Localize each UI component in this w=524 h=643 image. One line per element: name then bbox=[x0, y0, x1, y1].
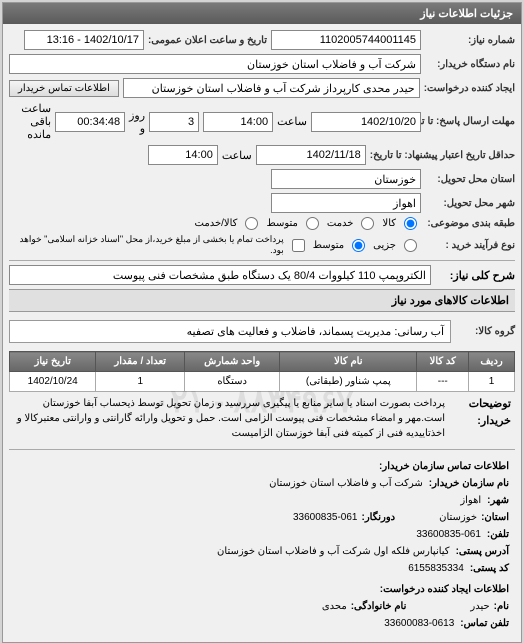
contact-section-title: اطلاعات تماس سازمان خریدار: bbox=[15, 458, 509, 475]
pt-medium-label: متوسط bbox=[313, 240, 344, 251]
contact-province-label: استان: bbox=[481, 509, 509, 526]
table-header: نام کالا bbox=[280, 352, 417, 372]
need-title-input[interactable] bbox=[9, 265, 431, 285]
remain-time-input[interactable] bbox=[55, 112, 125, 132]
divider bbox=[9, 260, 515, 261]
validity-date-input[interactable] bbox=[256, 145, 366, 165]
category-label: طبقه بندی موضوعی: bbox=[425, 218, 515, 229]
contact-fax-label: دورنگار: bbox=[362, 509, 396, 526]
validity-time-label: ساعت bbox=[222, 149, 252, 162]
contact-postal: 6155835334 bbox=[408, 560, 464, 577]
divider-2 bbox=[9, 449, 515, 450]
panel-title: جزئیات اطلاعات نیاز bbox=[3, 3, 521, 24]
pt-partial-label: جزیی bbox=[373, 240, 396, 251]
need-title-label: شرح کلی نیاز: bbox=[435, 269, 515, 282]
goods-table: ردیفکد کالانام کالاواحد شمارشتعداد / مقد… bbox=[9, 351, 515, 392]
contact-phone-label: تلفن: bbox=[487, 526, 509, 543]
validity-time-input[interactable] bbox=[148, 145, 218, 165]
cat-medium-radio[interactable] bbox=[306, 217, 319, 230]
table-cell: --- bbox=[417, 372, 469, 392]
cat-service-radio[interactable] bbox=[361, 217, 374, 230]
req-creator-title: اطلاعات ایجاد کننده درخواست: bbox=[15, 581, 509, 598]
remain-days-input[interactable] bbox=[149, 112, 199, 132]
contact-org-label: نام سازمان خریدار: bbox=[429, 475, 509, 492]
creator-lname: محدی bbox=[322, 598, 347, 615]
contact-city-label: شهر: bbox=[487, 492, 509, 509]
goods-group-label: گروه کالا: bbox=[455, 326, 515, 337]
pt-note-label: پرداخت تمام یا بخشی از مبلغ خرید،از محل … bbox=[9, 234, 284, 256]
request-no-label: شماره نیاز: bbox=[425, 35, 515, 46]
buyer-notes-text: پرداخت بصورت اسناد یا سایر منابع یا پیگی… bbox=[13, 396, 445, 441]
table-header: تعداد / مقدار bbox=[96, 352, 185, 372]
pt-medium-radio[interactable] bbox=[352, 239, 365, 252]
buyer-org-label: نام دستگاه خریدار: bbox=[425, 59, 515, 70]
table-row: 1---پمپ شناور (طبقاتی)دستگاه11402/10/24 bbox=[10, 372, 515, 392]
table-header: تاریخ نیاز bbox=[10, 352, 96, 372]
table-header: کد کالا bbox=[417, 352, 469, 372]
pt-partial-radio[interactable] bbox=[404, 239, 417, 252]
public-date-input[interactable] bbox=[24, 30, 144, 50]
contact-fax: 33600835-061 bbox=[293, 509, 358, 526]
table-cell: 1 bbox=[469, 372, 515, 392]
creator-tel-label: تلفن تماس: bbox=[460, 615, 509, 632]
validity-label: حداقل تاریخ اعتبار پیشنهاد: تا تاریخ: bbox=[370, 150, 515, 161]
cat-all-label: کالا bbox=[382, 218, 396, 229]
table-cell: پمپ شناور (طبقاتی) bbox=[280, 372, 417, 392]
reply-deadline-label: مهلت ارسال پاسخ: تا تاریخ: bbox=[425, 116, 515, 127]
creator-tel: 33600083-0613 bbox=[384, 615, 454, 632]
creator-lname-label: نام خانوادگی: bbox=[351, 598, 407, 615]
contact-city: اهواز bbox=[460, 492, 481, 509]
cat-medium-label: متوسط bbox=[266, 218, 297, 229]
reply-time-input[interactable] bbox=[203, 112, 273, 132]
goods-group-value: آب رسانی: مدیریت پسماند، فاضلاب و فعالیت… bbox=[9, 320, 451, 343]
contact-address-label: آدرس پستی: bbox=[456, 543, 509, 560]
table-header: واحد شمارش bbox=[185, 352, 280, 372]
remain-days-label: روز و bbox=[129, 109, 145, 135]
cat-all-radio[interactable] bbox=[404, 217, 417, 230]
table-cell: 1 bbox=[96, 372, 185, 392]
contact-postal-label: کد پستی: bbox=[470, 560, 509, 577]
public-date-label: تاریخ و ساعت اعلان عمومی: bbox=[148, 35, 267, 46]
table-cell: 1402/10/24 bbox=[10, 372, 96, 392]
table-header: ردیف bbox=[469, 352, 515, 372]
purchase-type-label: نوع فرآیند خرید : bbox=[425, 240, 515, 251]
request-no-input[interactable] bbox=[271, 30, 421, 50]
reply-time-label: ساعت bbox=[277, 115, 307, 128]
buyer-org-input[interactable] bbox=[9, 54, 421, 74]
province-input[interactable] bbox=[271, 169, 421, 189]
contact-buyer-button[interactable]: اطلاعات تماس خریدار bbox=[9, 80, 119, 97]
cat-service-label: خدمت bbox=[327, 218, 354, 229]
table-cell: دستگاه bbox=[185, 372, 280, 392]
creator-name: حیدر bbox=[470, 598, 489, 615]
city-label: شهر محل تحویل: bbox=[425, 198, 515, 209]
creator-name-label: نام: bbox=[494, 598, 509, 615]
reply-date-input[interactable] bbox=[311, 112, 421, 132]
province-label: استان محل تحویل: bbox=[425, 174, 515, 185]
contact-province: خوزستان bbox=[439, 509, 477, 526]
contact-address: کیانپارس فلکه اول شرکت آب و فاضلاب استان… bbox=[217, 543, 450, 560]
contact-phone: 33600835-061 bbox=[416, 526, 481, 543]
remain-time-label: ساعت باقی مانده bbox=[9, 102, 51, 141]
cat-small-radio[interactable] bbox=[245, 217, 258, 230]
cat-small-label: کالا/خدمت bbox=[195, 218, 238, 229]
city-input[interactable] bbox=[271, 193, 421, 213]
pt-note-checkbox[interactable] bbox=[292, 239, 305, 252]
creator-label: ایجاد کننده درخواست: bbox=[424, 83, 515, 94]
goods-info-title: اطلاعات کالاهای مورد نیاز bbox=[9, 289, 515, 312]
buyer-notes-label: توضیحات خریدار: bbox=[451, 396, 511, 441]
contact-org: شرکت آب و فاضلاب استان خوزستان bbox=[269, 475, 423, 492]
creator-input[interactable] bbox=[123, 78, 420, 98]
